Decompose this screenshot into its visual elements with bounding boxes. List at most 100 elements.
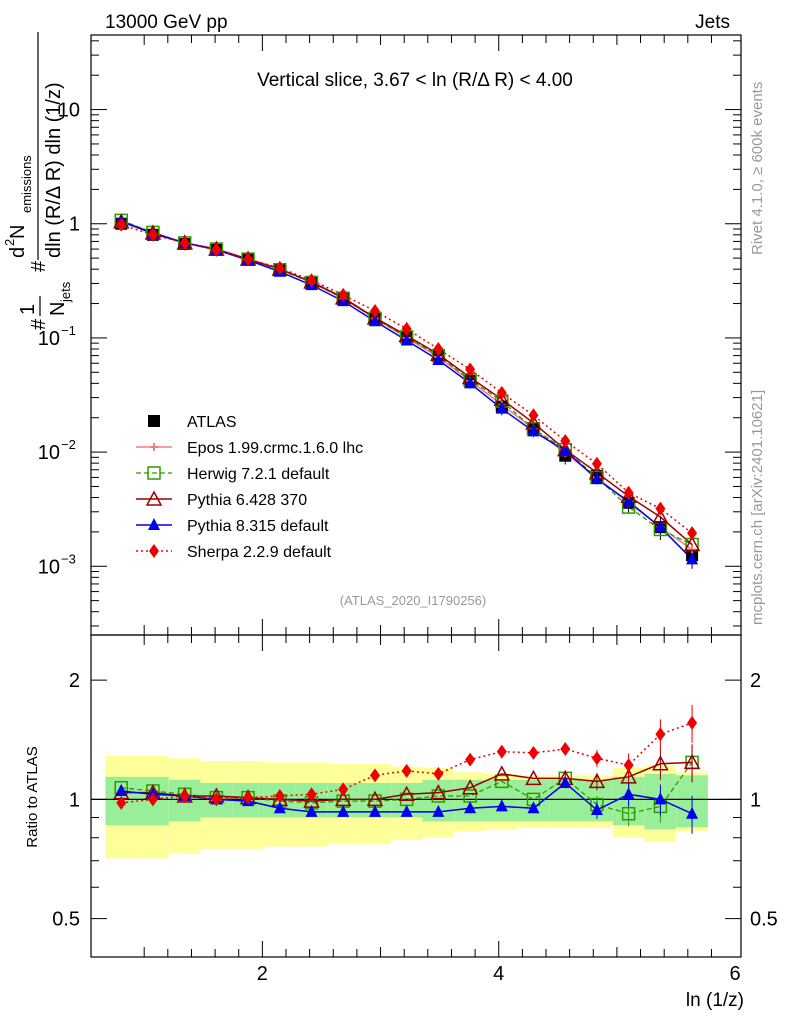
ratio-point-pythia-2: [400, 804, 413, 817]
point-pythia-4: [368, 314, 381, 327]
ratio-point-herwig-0: [621, 806, 636, 821]
ratio-y-tick-label-right: 1: [750, 789, 761, 811]
ratio-point-sherpa-3: [306, 787, 317, 802]
ratio-point-sherpa-3: [116, 795, 127, 810]
point-sherpa-5: [401, 321, 412, 336]
y-tick-label: 10: [38, 328, 60, 350]
legend-marker: [149, 544, 159, 558]
point-pythia-4: [400, 333, 413, 346]
header-left: 13000 GeV pp: [105, 12, 228, 33]
point-pythia-4: [559, 443, 572, 456]
x-tick-label: 2: [257, 963, 268, 985]
legend: ATLAS Epos 1.99.crmc.1.6.0 lhc Herwig 7.2.…: [136, 414, 363, 561]
ratio-point-pythia-1: [398, 785, 415, 802]
point-sherpa-5: [179, 235, 190, 250]
band-green: [517, 779, 550, 822]
point-sherpa-5: [687, 526, 698, 541]
ratio-y-tick-label: 1: [69, 789, 80, 811]
ratio-y-tick-label: 2: [69, 670, 80, 692]
ratio-point-sherpa-3: [465, 752, 476, 767]
point-sherpa-5: [465, 362, 476, 377]
x-axis-label: ln (1/z): [686, 990, 744, 1011]
ylabel-n-num: N: [7, 225, 29, 239]
point-pythia-4: [495, 401, 508, 414]
y-tick-label: 1: [69, 214, 80, 236]
point-sherpa-5: [243, 252, 254, 267]
ratio-point-pythia-1: [461, 779, 479, 795]
ratio-point-pythia-2: [495, 799, 508, 812]
mcplots-credit: mcplots.cern.ch [arXiv:2401.10621]: [749, 390, 766, 625]
legend-label: Sherpa 2.2.9 default: [187, 544, 332, 561]
point-pythia-4: [590, 472, 603, 485]
ratio-point-sherpa-3: [655, 727, 666, 742]
ratio-point-sherpa-3: [147, 792, 158, 807]
ratio-point-pythia-2: [654, 792, 667, 805]
point-sherpa-5: [369, 304, 380, 319]
ylabel-hash-2: #: [28, 260, 50, 272]
ratio-point-pythia-1: [588, 772, 606, 789]
ylabel-n-sub: emissions: [19, 155, 34, 213]
legend-label: Epos 1.99.crmc.1.6.0 lhc: [187, 440, 363, 457]
legend-label: Pythia 8.315 default: [187, 518, 329, 535]
ratio-point-pythia-1: [683, 753, 701, 770]
ratio-point-pythia-2: [464, 801, 477, 814]
ratio-y-tick-label-right: 2: [750, 670, 761, 692]
ratio-ylabel: Ratio to ATLAS: [24, 746, 41, 847]
y-tick-exponent: −2: [61, 437, 76, 452]
ratio-point-pythia-1: [493, 765, 511, 781]
point-pythia-4: [464, 376, 477, 389]
ratio-point-sherpa-3: [274, 788, 285, 803]
point-sherpa-5: [147, 227, 158, 242]
point-epos-1: [688, 545, 697, 554]
point-sherpa-5: [591, 456, 602, 471]
y-tick-label: 10: [38, 442, 60, 464]
ylabel-hash-1: #: [28, 318, 50, 330]
legend-marker: [147, 466, 161, 480]
point-pythia-3: [683, 535, 701, 552]
legend-marker: [150, 443, 158, 451]
point-sherpa-5: [496, 385, 507, 400]
x-tick-label: 6: [730, 963, 741, 985]
ratio-point-sherpa-3: [179, 788, 190, 803]
rivet-version: Rivet 4.1.0, ≥ 600k events: [749, 82, 766, 255]
point-pythia-4: [432, 353, 445, 366]
ratio-point-pythia-2: [559, 775, 572, 788]
ratio-point-pythia-2: [368, 804, 381, 817]
ratio-point-pythia-2: [432, 804, 445, 817]
ylabel-frac-den-sub: jets: [58, 281, 73, 303]
y-tick-exponent: −1: [61, 323, 76, 338]
ratio-point-pythia-1: [652, 755, 669, 771]
legend-marker: [148, 415, 160, 427]
ylabel-den: dln (R/Δ R) dln (1/z): [43, 82, 65, 258]
point-sherpa-5: [306, 273, 317, 288]
ratio-point-sherpa-3: [369, 768, 380, 783]
point-pythia-3: [557, 441, 574, 457]
ratio-point-sherpa-3: [401, 763, 412, 778]
point-sherpa-5: [338, 287, 349, 302]
analysis-watermark: (ATLAS_2020_I1790256): [340, 593, 486, 608]
ratio-point-sherpa-3: [211, 792, 222, 807]
ratio-point-pythia-2: [273, 801, 286, 814]
header-right: Jets: [695, 12, 730, 33]
ratio-y-tick-label: 0.5: [52, 909, 80, 931]
ratio-point-sherpa-3: [338, 782, 349, 797]
band-green: [454, 779, 486, 822]
point-pythia-4: [654, 520, 667, 533]
ratio-point-sherpa-3: [623, 758, 634, 773]
legend-label: Herwig 7.2.1 default: [187, 466, 330, 483]
ylabel-frac-num: 1: [17, 304, 39, 315]
chart-title: Vertical slice, 3.67 < ln (R/Δ R) < 4.00: [257, 70, 573, 91]
legend-marker: [145, 490, 163, 506]
ratio-point-sherpa-3: [433, 766, 444, 781]
ratio-y-tick-label-right: 0.5: [750, 909, 778, 931]
legend-label: ATLAS: [187, 414, 237, 431]
ratio-frame: [90, 634, 742, 958]
ratio-point-sherpa-3: [591, 751, 602, 766]
ratio-point-sherpa-3: [687, 715, 698, 730]
ratio-point-sherpa-3: [243, 790, 254, 805]
ratio-point-pythia-2: [622, 787, 635, 800]
ratio-point-pythia-2: [527, 801, 540, 814]
ratio-point-pythia-2: [115, 783, 128, 796]
